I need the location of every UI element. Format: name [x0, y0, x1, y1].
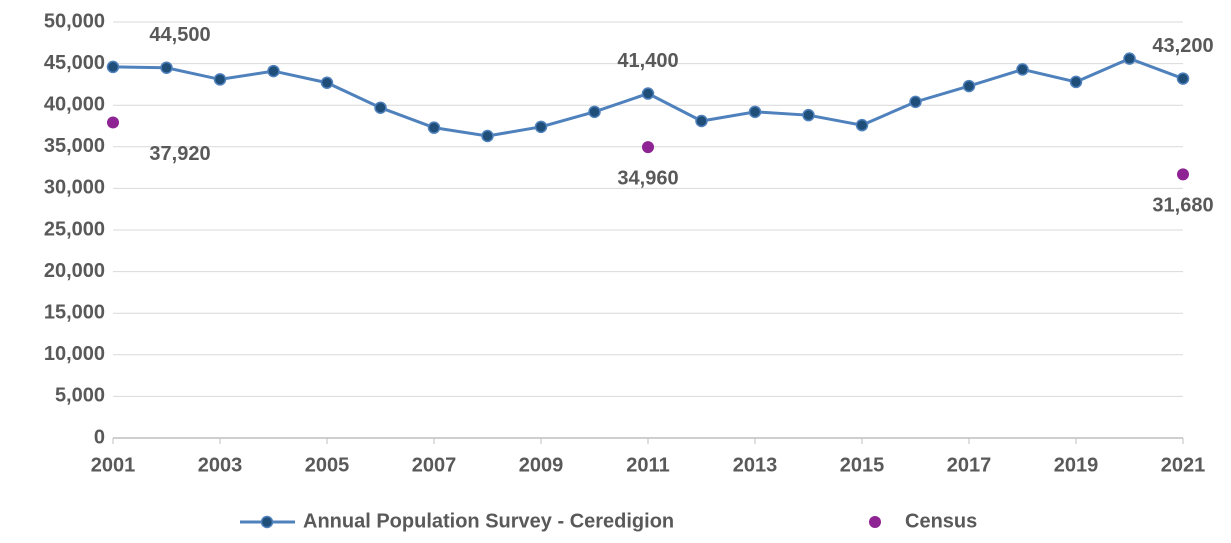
- data-point: [1016, 63, 1029, 76]
- y-tick-label: 35,000: [44, 135, 105, 157]
- legend-label: Annual Population Survey - Ceredigion: [303, 510, 674, 532]
- data-label: 31,680: [1152, 195, 1213, 217]
- x-tick-label: 2003: [198, 454, 243, 476]
- data-point: [267, 64, 280, 78]
- data-point: [213, 73, 227, 86]
- legend-marker: [260, 515, 274, 529]
- data-label: 41,400: [617, 50, 678, 72]
- y-tick-label: 40,000: [44, 93, 105, 115]
- x-tick-label: 2011: [626, 454, 669, 476]
- x-tick-label: 2001: [91, 454, 136, 476]
- data-label: 44,500: [149, 24, 210, 46]
- legend-marker: [869, 516, 881, 528]
- y-tick-label: 25,000: [44, 218, 105, 240]
- data-point: [1069, 75, 1083, 89]
- data-point: [695, 114, 708, 128]
- data-point: [962, 79, 976, 93]
- x-tick-label: 2005: [305, 454, 350, 476]
- data-point: [1123, 52, 1136, 65]
- data-point: [588, 105, 601, 119]
- data-label: 34,960: [617, 167, 678, 189]
- x-tick-label: 2015: [840, 454, 885, 476]
- y-tick-label: 20,000: [44, 260, 105, 282]
- y-tick-label: 15,000: [44, 301, 105, 323]
- data-point: [641, 87, 655, 100]
- y-tick-label: 5,000: [55, 385, 105, 407]
- y-tick-label: 30,000: [44, 177, 105, 199]
- data-label: 37,920: [149, 143, 210, 165]
- data-point: [427, 121, 441, 134]
- y-tick-label: 50,000: [44, 10, 105, 32]
- data-point: [909, 95, 922, 109]
- data-point: [1177, 168, 1189, 181]
- x-tick-label: 2019: [1054, 454, 1099, 476]
- data-point: [374, 101, 387, 114]
- data-point: [855, 118, 869, 132]
- data-point: [534, 120, 548, 134]
- data-point: [160, 61, 173, 75]
- x-tick-label: 2009: [519, 454, 564, 476]
- x-tick-label: 2013: [733, 454, 778, 476]
- y-tick-label: 45,000: [44, 52, 105, 74]
- data-point: [1176, 72, 1190, 85]
- data-point: [320, 76, 334, 89]
- data-point: [106, 60, 120, 74]
- legend-label: Census: [905, 510, 977, 532]
- data-point: [481, 129, 494, 143]
- x-tick-label: 2021: [1161, 454, 1206, 476]
- data-label: 43,200: [1152, 35, 1213, 57]
- x-tick-label: 2017: [947, 454, 992, 476]
- data-point: [802, 108, 815, 122]
- x-tick-label: 2007: [412, 454, 457, 476]
- data-point: [107, 116, 119, 129]
- y-tick-label: 10,000: [44, 343, 105, 365]
- data-point: [748, 105, 762, 119]
- data-point: [642, 141, 654, 154]
- y-tick-label: 0: [94, 426, 105, 448]
